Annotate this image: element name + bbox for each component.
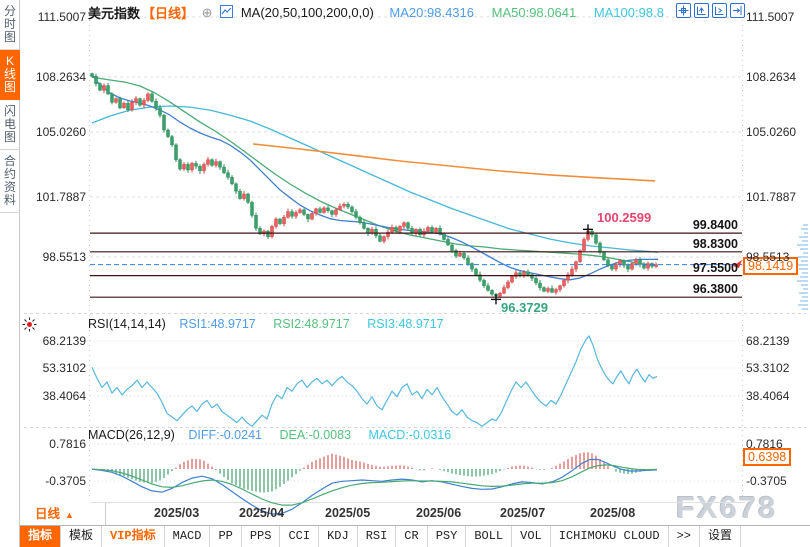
rsi-y-label-left: 53.3102 [42, 361, 86, 375]
rsi-y-label-left: 38.4064 [42, 389, 86, 403]
add-indicator-icon[interactable]: ⊕ [201, 4, 213, 20]
price-level-label: 97.5500 [692, 260, 738, 275]
rsi-y-label-left: 68.2139 [42, 334, 86, 348]
period-selector[interactable]: 日线 ▲ [21, 503, 106, 525]
go-latest-icon[interactable] [730, 3, 745, 18]
toolbar-item-15[interactable]: >> [669, 526, 700, 547]
indicator-chart-icon[interactable] [220, 4, 234, 21]
ma-params-label: MA(20,50,100,200,0,0) [240, 5, 374, 20]
macd-y-label-left: 0.7816 [49, 437, 86, 451]
toolbar-item-1[interactable]: 指标 [20, 526, 62, 547]
main-chart-header: 美元指数 【日线】 ⊕ MA(20,50,100,200,0,0) MA20:98… [88, 3, 664, 22]
pan-icon[interactable] [676, 3, 691, 18]
indicator-toolbar: 指标 模板 VIP指标 MACD PP PPS CCI KDJ RSI CR PSY BOLL VOL I… [0, 525, 810, 547]
toolbar-item-11[interactable]: PSY [428, 526, 467, 547]
rsi-y-label-right: 68.2139 [746, 334, 790, 348]
symbol-title: 美元指数 [88, 6, 141, 21]
price-level-label: 96.3800 [692, 282, 738, 297]
toolbar-item-12[interactable]: BOLL [466, 526, 513, 547]
main-y-label-left: 108.2634 [35, 70, 86, 84]
rsi3-value: RSI3:48.9717 [367, 317, 444, 331]
toolbar-item-4[interactable]: MACD [165, 526, 211, 547]
x-axis-month-label: 2025/07 [500, 506, 546, 520]
price-level-label: 98.8300 [692, 236, 738, 251]
x-axis-month-label: 2025/06 [416, 506, 462, 520]
macd-y-label-right: -0.3705 [746, 474, 787, 488]
x-axis-month-label: 2025/04 [239, 506, 285, 520]
fx678-watermark: FX678 [676, 490, 778, 525]
toolbar-item-6[interactable]: PPS [242, 526, 281, 547]
rsi2-value: RSI2:48.9717 [273, 317, 350, 331]
sidebar-tab-1[interactable]: 分时图 [0, 0, 20, 50]
macd-header: MACD(26,12,9) DIFF:-0.0241 DEA:-0.0083 M… [88, 428, 451, 442]
rsi-y-label-right: 53.3102 [746, 361, 790, 375]
ma20-value: MA20:98.4316 [389, 5, 474, 20]
macd-y-label-right: 0.7816 [746, 437, 783, 451]
main-y-label-right: 111.5007 [746, 10, 795, 24]
macd-title: MACD(26,12,9) [88, 428, 175, 442]
main-y-label-left: 105.0260 [35, 125, 86, 139]
macd-y-label-left: -0.3705 [45, 474, 86, 488]
toolbar-item-5[interactable]: PP [210, 526, 242, 547]
period-label: 日线 [35, 507, 61, 521]
chart-tool-icons [676, 3, 745, 18]
x-axis-month-label: 2025/03 [154, 506, 200, 520]
toolbar-item-7[interactable]: CCI [280, 526, 320, 547]
toolbar-item-9[interactable]: RSI [358, 526, 397, 547]
macd-current-box: 0.6398 [743, 448, 792, 466]
toolbar-item-2[interactable]: 模板 [61, 526, 103, 547]
macd-dea-value: DEA:-0.0083 [279, 428, 352, 442]
main-y-label-right: 105.0260 [746, 125, 797, 139]
main-y-label-left: 98.5513 [42, 250, 86, 264]
x-axis-month-label: 2025/05 [325, 506, 371, 520]
latest-price-arrow [733, 260, 742, 268]
toolbar-item-3[interactable]: VIP指标 [102, 526, 165, 547]
main-y-label-right: 108.2634 [746, 70, 797, 84]
period-arrow-icon: ▲ [65, 510, 74, 520]
axis-zoom-icon[interactable] [694, 3, 709, 18]
toolbar-item-16[interactable]: 设置 [700, 526, 741, 547]
toolbar-item-10[interactable]: CR [396, 526, 428, 547]
ma100-value: MA100:98.8 [593, 5, 664, 20]
rsi1-value: RSI1:48.9717 [179, 317, 256, 331]
rsi-header: RSI(14,14,14) RSI1:48.9717 RSI2:48.9717 … [88, 317, 444, 331]
high-price-annotation: 100.2599 [597, 210, 652, 225]
price-level-label: 99.8400 [692, 218, 738, 233]
sidebar-tab-3[interactable]: 闪电图 [0, 100, 20, 150]
sidebar-tab-4[interactable]: 合约资料 [0, 150, 20, 213]
last-price-box: 98.1419 [743, 257, 799, 275]
rsi-y-label-right: 38.4064 [746, 389, 790, 403]
toolbar-item-14[interactable]: ICHIMOKU CLOUD [551, 526, 669, 547]
x-axis-month-label: 2025/08 [590, 506, 636, 520]
main-y-label-left: 101.7887 [35, 190, 86, 204]
axis-pan-icon[interactable] [712, 3, 727, 18]
period-tag: 【日线】 [142, 6, 195, 21]
toolbar-item-8[interactable]: KDJ [319, 526, 358, 547]
macd-diff-value: DIFF:-0.0241 [188, 428, 262, 442]
toolbar-item-13[interactable]: VOL [512, 526, 551, 547]
rsi-title: RSI(14,14,14) [88, 317, 166, 331]
low-price-annotation: 96.3729 [501, 300, 548, 315]
ma50-value: MA50:98.0641 [491, 5, 577, 20]
main-y-label-left: 111.5007 [37, 10, 86, 24]
macd-value: MACD:-0.0316 [368, 428, 452, 442]
main-y-label-right: 98.5513 [746, 250, 790, 264]
sun-marker-icon[interactable] [22, 317, 37, 332]
main-y-label-right: 101.7887 [746, 190, 797, 204]
